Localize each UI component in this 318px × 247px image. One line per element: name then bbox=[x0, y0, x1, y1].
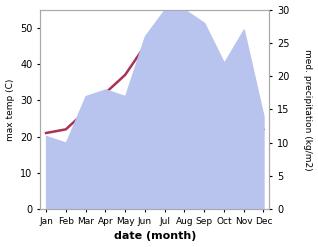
Y-axis label: max temp (C): max temp (C) bbox=[5, 78, 15, 141]
Y-axis label: med. precipitation (kg/m2): med. precipitation (kg/m2) bbox=[303, 49, 313, 170]
X-axis label: date (month): date (month) bbox=[114, 231, 196, 242]
